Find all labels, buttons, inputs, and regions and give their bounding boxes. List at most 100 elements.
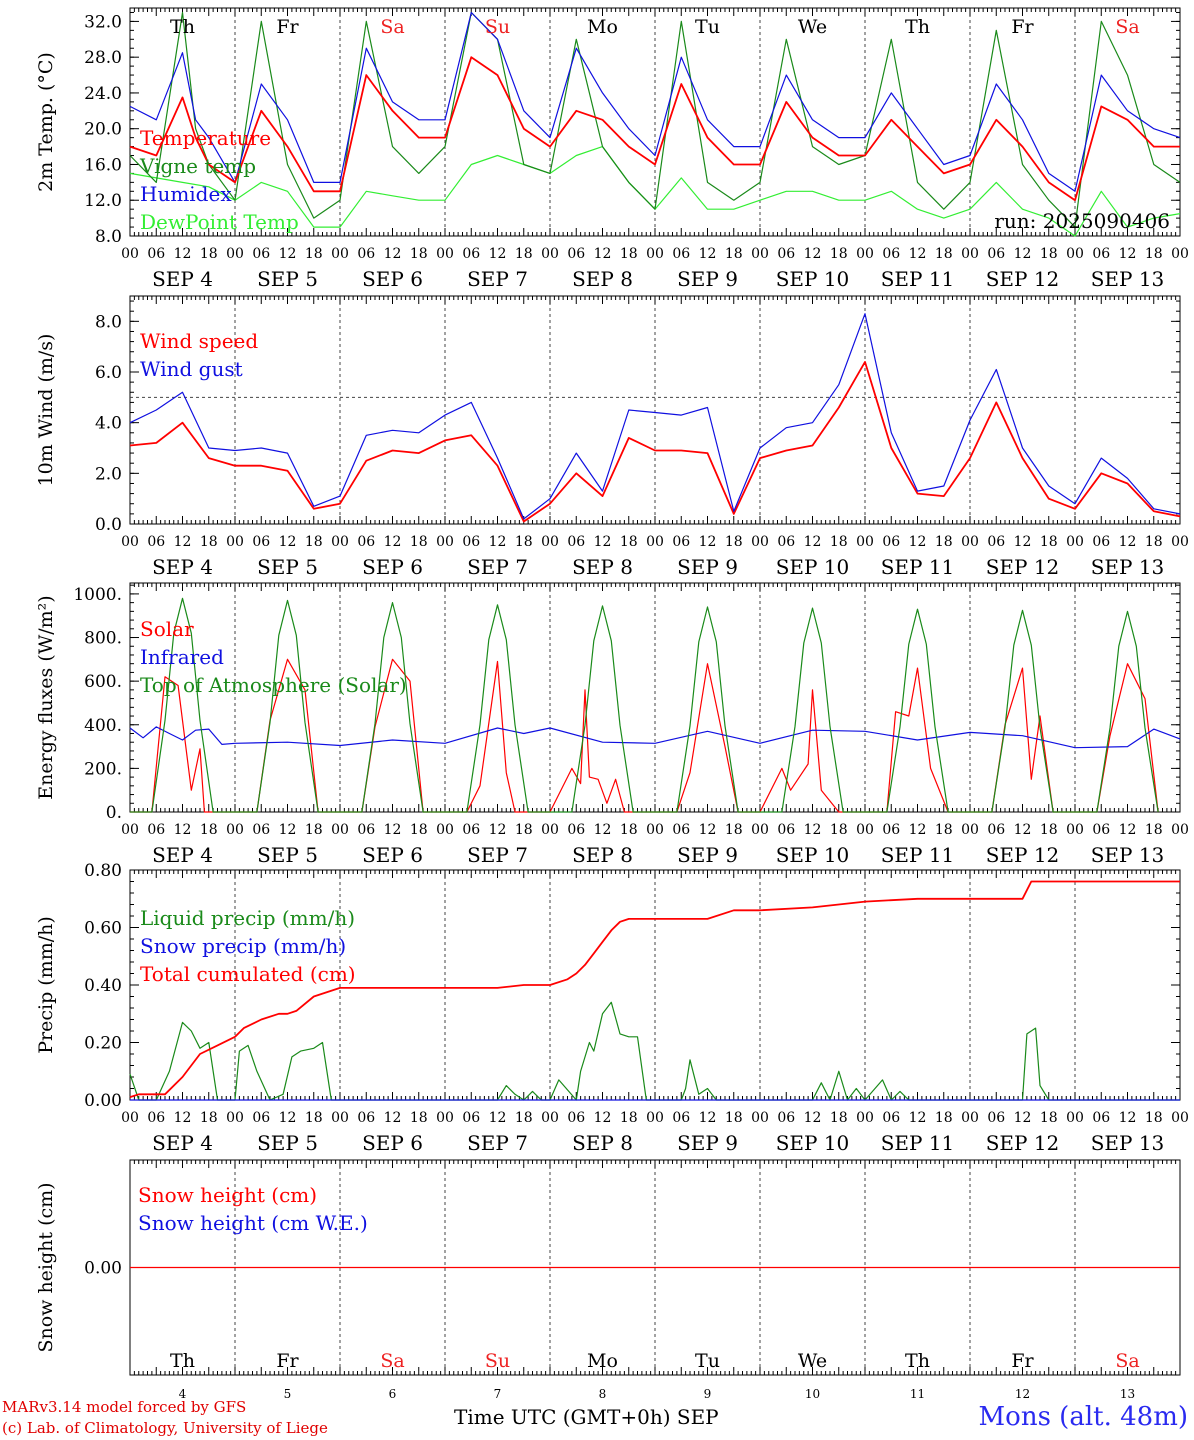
date-label: SEP 7 bbox=[467, 1131, 528, 1155]
weekday-label: Th bbox=[905, 1350, 930, 1372]
hour-tick-label: 00 bbox=[1066, 822, 1084, 838]
hour-tick-label: 00 bbox=[541, 1110, 559, 1126]
date-label: SEP 11 bbox=[881, 843, 955, 867]
hour-tick-label: 12 bbox=[174, 534, 192, 550]
date-label: SEP 12 bbox=[986, 1131, 1060, 1155]
hour-tick-label: 18 bbox=[620, 1110, 638, 1126]
hour-tick-label: 06 bbox=[987, 246, 1005, 262]
weekday-label: Fr bbox=[276, 1350, 299, 1372]
day-number-label: 10 bbox=[805, 1387, 820, 1401]
hour-tick-label: 00 bbox=[436, 1110, 454, 1126]
series-liquid-precip-mm-h bbox=[129, 1001, 1180, 1101]
hour-tick-label: 12 bbox=[909, 246, 927, 262]
hour-tick-label: 12 bbox=[489, 822, 507, 838]
hour-tick-label: 12 bbox=[804, 822, 822, 838]
hour-tick-label: 06 bbox=[147, 822, 165, 838]
hour-tick-label: 06 bbox=[882, 1110, 900, 1126]
series-wind-speed bbox=[129, 360, 1181, 523]
hour-tick-label: 06 bbox=[357, 534, 375, 550]
y-tick-label: 8.0 bbox=[95, 312, 122, 332]
hour-tick-label: 06 bbox=[462, 534, 480, 550]
y-tick-label: 20.0 bbox=[84, 120, 122, 140]
hour-tick-label: 06 bbox=[252, 246, 270, 262]
date-label: SEP 8 bbox=[572, 1131, 633, 1155]
hour-tick-label: 18 bbox=[1040, 246, 1058, 262]
y-tick-label: 0.20 bbox=[84, 1034, 122, 1054]
precip-y-axis-label: Precip (mm/h) bbox=[35, 916, 57, 1054]
hour-tick-label: 18 bbox=[200, 1110, 218, 1126]
weekday-label: Su bbox=[485, 1350, 510, 1372]
hour-tick-label: 12 bbox=[699, 534, 717, 550]
hour-tick-label: 00 bbox=[1171, 1110, 1189, 1126]
y-tick-label: 12.0 bbox=[84, 191, 122, 211]
hour-tick-label: 06 bbox=[357, 1110, 375, 1126]
hour-tick-label: 12 bbox=[279, 534, 297, 550]
hour-tick-label: 00 bbox=[961, 1110, 979, 1126]
hour-tick-label: 06 bbox=[357, 822, 375, 838]
date-label: SEP 13 bbox=[1091, 267, 1165, 291]
hour-tick-label: 18 bbox=[515, 822, 533, 838]
y-tick-label: 32.0 bbox=[84, 12, 122, 32]
hour-tick-label: 06 bbox=[567, 1110, 585, 1126]
weekday-label: Tu bbox=[695, 1350, 720, 1372]
hour-tick-label: 00 bbox=[1171, 246, 1189, 262]
hour-tick-label: 18 bbox=[305, 534, 323, 550]
y-tick-label: 0.40 bbox=[84, 976, 122, 996]
hour-tick-label: 06 bbox=[672, 1110, 690, 1126]
date-label: SEP 5 bbox=[257, 267, 318, 291]
legend-entry: Top of Atmosphere (Solar) bbox=[140, 673, 407, 697]
legend-entry: Total cumulated (cm) bbox=[140, 962, 356, 986]
hour-tick-label: 00 bbox=[856, 534, 874, 550]
legend-entry: Temperature bbox=[140, 126, 271, 150]
date-label: SEP 11 bbox=[881, 267, 955, 291]
hour-tick-label: 00 bbox=[646, 534, 664, 550]
hour-tick-label: 18 bbox=[1145, 246, 1163, 262]
hour-tick-label: 00 bbox=[541, 822, 559, 838]
hour-tick-label: 18 bbox=[620, 534, 638, 550]
series-total-cumulated-cm bbox=[129, 880, 1180, 1098]
hour-tick-label: 00 bbox=[856, 822, 874, 838]
hour-tick-label: 06 bbox=[882, 822, 900, 838]
hour-tick-label: 06 bbox=[567, 534, 585, 550]
hour-tick-label: 12 bbox=[1014, 822, 1032, 838]
date-label: SEP 5 bbox=[257, 843, 318, 867]
date-label: SEP 6 bbox=[362, 843, 423, 867]
model-credit: MARv3.14 model forced by GFS bbox=[2, 1398, 247, 1416]
hour-tick-label: 06 bbox=[987, 534, 1005, 550]
y-tick-label: 8.0 bbox=[95, 227, 122, 247]
hour-tick-label: 18 bbox=[410, 534, 428, 550]
hour-tick-label: 18 bbox=[200, 822, 218, 838]
legend-entry: Wind gust bbox=[140, 357, 243, 381]
hour-tick-label: 12 bbox=[174, 1110, 192, 1126]
hour-tick-label: 12 bbox=[699, 822, 717, 838]
series-wind-gust bbox=[129, 313, 1181, 520]
weekday-label: Fr bbox=[1011, 16, 1034, 38]
hour-tick-label: 06 bbox=[777, 1110, 795, 1126]
hour-tick-label: 12 bbox=[594, 1110, 612, 1126]
hour-tick-label: 06 bbox=[1092, 246, 1110, 262]
weekday-label: Sa bbox=[1115, 1350, 1139, 1372]
hour-tick-label: 12 bbox=[909, 1110, 927, 1126]
legend-entry: Humidex bbox=[140, 182, 232, 206]
weekday-label: Th bbox=[905, 16, 930, 38]
hour-tick-label: 00 bbox=[121, 534, 139, 550]
hour-tick-label: 06 bbox=[777, 246, 795, 262]
hour-tick-label: 00 bbox=[1066, 534, 1084, 550]
date-label: SEP 8 bbox=[572, 267, 633, 291]
weekday-label: Th bbox=[170, 1350, 195, 1372]
hour-tick-label: 12 bbox=[1119, 534, 1137, 550]
date-label: SEP 9 bbox=[677, 1131, 738, 1155]
weekday-label: Th bbox=[170, 16, 195, 38]
y-tick-label: 600. bbox=[84, 672, 122, 692]
energy-y-axis-label: Energy fluxes (W/m²) bbox=[35, 595, 57, 799]
legend-entry: Vigne temp bbox=[139, 154, 256, 178]
y-tick-label: 2.0 bbox=[95, 464, 122, 484]
wind-panel: 10m Wind (m/s) bbox=[35, 295, 1181, 525]
date-label: SEP 11 bbox=[881, 555, 955, 579]
hour-tick-label: 06 bbox=[1092, 534, 1110, 550]
hour-tick-label: 00 bbox=[331, 1110, 349, 1126]
date-label: SEP 12 bbox=[986, 267, 1060, 291]
weekday-label: Su bbox=[485, 16, 510, 38]
hour-tick-label: 12 bbox=[1014, 1110, 1032, 1126]
